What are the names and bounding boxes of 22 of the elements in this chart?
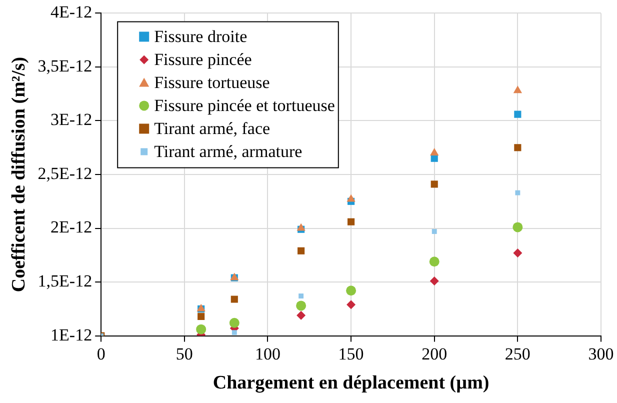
legend-label: Tirant armé, armature (154, 142, 302, 162)
y-tick-label: 2,5E-12 (38, 164, 92, 183)
y-tick-label: 2E-12 (50, 218, 92, 237)
x-tick-label: 250 (504, 344, 530, 364)
legend-label: Tirant armé, face (154, 119, 270, 138)
y-tick-label: 1,5E-12 (38, 272, 92, 290)
x-tick-label: 100 (254, 344, 280, 364)
y-tick-label: 1E-12 (50, 325, 92, 344)
legend-label: Fissure pincée (154, 50, 252, 70)
legend-label: Fissure tortueuse (154, 73, 270, 92)
y-tick-label: 3E-12 (50, 110, 92, 130)
x-tick-label: 200 (422, 344, 448, 364)
x-tick-label: 50 (176, 344, 193, 364)
y-axis-title: Coefficent de diffusion (m²/s) (8, 56, 30, 292)
x-axis-title: Chargement en déplacement (µm) (212, 372, 490, 394)
legend-label: Fissure pincée et tortueuse (154, 96, 335, 116)
x-tick-label: 0 (96, 344, 106, 364)
x-tick-label: 300 (588, 344, 614, 364)
legend-label: Fissure droite (154, 27, 248, 46)
x-tick-label: 150 (338, 344, 364, 364)
y-tick-label: 3,5E-12 (38, 56, 92, 76)
y-tick-label: 4E-12 (50, 2, 92, 22)
